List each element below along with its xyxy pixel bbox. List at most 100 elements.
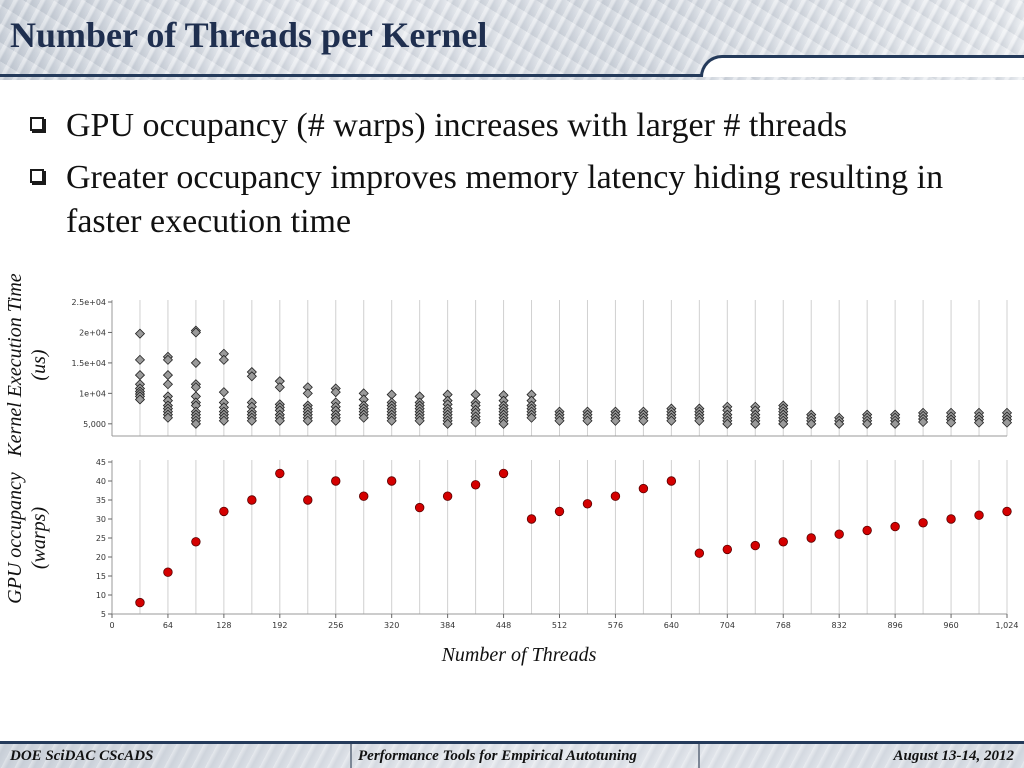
occupancy-point bbox=[247, 495, 257, 505]
x-tick-label: 256 bbox=[328, 621, 343, 630]
exec-time-point bbox=[134, 394, 146, 405]
x-tick-label: 0 bbox=[109, 621, 114, 630]
x-tick-label: 704 bbox=[720, 621, 735, 630]
x-tick-label: 768 bbox=[776, 621, 791, 630]
occupancy-point bbox=[470, 480, 481, 490]
x-tick-label: 576 bbox=[608, 621, 623, 630]
occupancy-point bbox=[275, 468, 285, 479]
occupancy-point bbox=[414, 502, 425, 513]
exec-time-point bbox=[862, 418, 873, 429]
x-tick-label: 896 bbox=[887, 621, 902, 630]
y-tick-label: 20 bbox=[96, 553, 106, 562]
exec-time-point bbox=[554, 415, 565, 426]
exec-time-point bbox=[162, 412, 174, 423]
x-tick-label: 128 bbox=[216, 621, 231, 630]
slide-header: Number of Threads per Kernel bbox=[0, 0, 1024, 80]
occupancy-point bbox=[1002, 506, 1012, 517]
y-tick-label: 25 bbox=[96, 534, 106, 543]
occupancy-point bbox=[806, 533, 816, 543]
exec-time-point bbox=[134, 354, 146, 365]
threads-chart: 5,000 1e+04 1.5e+04 2e+04 2.5e+04 5 10 15 20 25 30… bbox=[71, 298, 1019, 630]
exec-time-point bbox=[330, 387, 341, 398]
y-tick-label: 30 bbox=[96, 515, 106, 524]
y-tick-label: 5,000 bbox=[83, 420, 106, 429]
exec-time-point bbox=[610, 415, 621, 426]
occupancy-point bbox=[498, 468, 509, 479]
occupancy-point bbox=[442, 491, 453, 501]
y-tick-label: 15 bbox=[96, 572, 106, 581]
exec-time-point bbox=[274, 382, 285, 393]
footer-divider bbox=[698, 744, 700, 768]
exec-time-point bbox=[386, 415, 397, 426]
x-tick-label: 960 bbox=[943, 621, 958, 630]
x-tick-label: 448 bbox=[496, 621, 511, 630]
exec-time-point bbox=[526, 412, 537, 423]
exec-time-point bbox=[1001, 417, 1013, 428]
exec-time-point bbox=[470, 417, 481, 428]
x-tick-label: 640 bbox=[664, 621, 679, 630]
occupancy-point bbox=[638, 483, 649, 494]
exec-time-point bbox=[162, 354, 174, 365]
exec-time-point bbox=[302, 415, 313, 426]
exec-time-point bbox=[162, 379, 174, 390]
occupancy-point bbox=[610, 491, 621, 501]
exec-time-point bbox=[190, 418, 201, 429]
occupancy-point bbox=[582, 499, 593, 509]
exec-time-point bbox=[666, 415, 677, 426]
exec-time-point bbox=[498, 418, 509, 429]
occupancy-point bbox=[918, 518, 928, 528]
occupancy-point bbox=[722, 544, 733, 555]
slide-title: Number of Threads per Kernel bbox=[10, 15, 488, 55]
x-tick-label: 320 bbox=[384, 621, 399, 630]
y-tick-label: 1e+04 bbox=[79, 389, 106, 398]
x-axis-label: Number of Threads bbox=[441, 644, 597, 666]
x-tick-label: 512 bbox=[552, 621, 567, 630]
exec-time-point bbox=[834, 418, 845, 429]
occupancy-point bbox=[386, 476, 397, 486]
exec-time-point bbox=[190, 357, 201, 368]
exec-time-point bbox=[890, 418, 901, 429]
exec-time-point bbox=[778, 418, 789, 429]
y-tick-label: 1.5e+04 bbox=[71, 359, 106, 368]
exec-time-point bbox=[302, 388, 313, 399]
exec-time-point bbox=[694, 415, 705, 426]
y-tick-label: 2.5e+04 bbox=[71, 298, 106, 307]
occupancy-point bbox=[750, 540, 760, 551]
occupancy-point bbox=[946, 514, 956, 524]
exec-time-point bbox=[134, 370, 146, 381]
y-tick-label: 40 bbox=[96, 477, 106, 486]
header-tab-decoration bbox=[700, 55, 1024, 77]
checkbox-bullet-icon bbox=[30, 117, 44, 131]
x-tick-label: 1,024 bbox=[996, 621, 1019, 630]
occupancy-point bbox=[219, 506, 229, 517]
exec-time-point bbox=[190, 327, 201, 338]
x-tick-label: 64 bbox=[163, 621, 173, 630]
exec-time-point bbox=[330, 415, 341, 426]
footer-right-text: August 13-14, 2012 bbox=[893, 748, 1014, 764]
bullet-item: Greater occupancy improves memory latenc… bbox=[30, 156, 1000, 244]
footer-center-text: Performance Tools for Empirical Autotuni… bbox=[358, 748, 637, 764]
x-tick-label: 832 bbox=[832, 621, 847, 630]
y-tick-label: 2e+04 bbox=[79, 328, 106, 337]
exec-time-point bbox=[134, 328, 146, 339]
exec-time-point bbox=[218, 415, 229, 426]
exec-time-point bbox=[246, 415, 257, 426]
occupancy-point bbox=[694, 548, 705, 558]
bullet-text: GPU occupancy (# warps) increases with l… bbox=[66, 107, 848, 144]
occupancy-point bbox=[303, 495, 313, 505]
footer-divider bbox=[350, 744, 352, 768]
checkbox-bullet-icon bbox=[30, 169, 44, 183]
occupancy-point bbox=[359, 491, 369, 501]
x-tick-label: 192 bbox=[272, 621, 287, 630]
occupancy-point bbox=[191, 537, 201, 547]
y-tick-label: 35 bbox=[96, 496, 106, 505]
x-tick-label: 384 bbox=[440, 621, 455, 630]
exec-time-point bbox=[442, 418, 453, 429]
exec-time-point bbox=[806, 418, 817, 429]
bullet-list: GPU occupancy (# warps) increases with l… bbox=[30, 104, 1000, 252]
y-tick-label: 5 bbox=[101, 610, 106, 619]
slide-footer: DOE SciDAC CScADS Performance Tools for … bbox=[0, 741, 1024, 768]
occupancy-point bbox=[526, 514, 537, 524]
exec-time-point bbox=[582, 415, 593, 426]
exec-time-point bbox=[918, 416, 929, 428]
